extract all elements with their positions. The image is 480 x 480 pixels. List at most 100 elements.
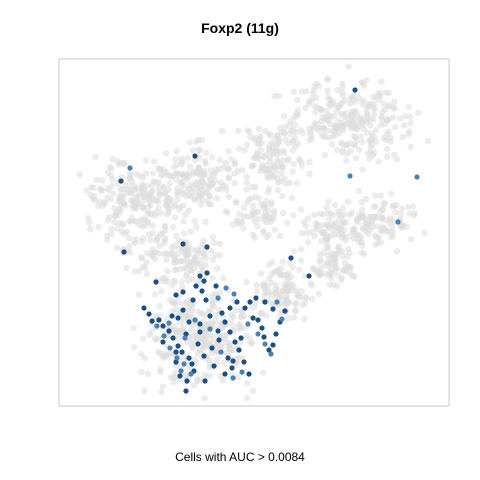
background-cell	[202, 324, 209, 331]
background-cell	[201, 371, 208, 378]
background-cell	[378, 115, 386, 123]
background-cell	[269, 259, 276, 266]
background-cell	[276, 294, 283, 301]
background-cell	[141, 387, 148, 394]
background-cell	[386, 215, 394, 222]
background-cell	[347, 269, 354, 277]
background-cell	[245, 195, 253, 203]
highlighted-cell-point	[239, 369, 245, 375]
background-cell	[244, 380, 251, 387]
background-cell	[138, 238, 145, 245]
highlighted-cell-point	[270, 306, 276, 312]
background-cell	[93, 176, 100, 184]
background-cell	[255, 155, 262, 163]
background-cell	[354, 124, 361, 132]
background-cell	[286, 122, 294, 129]
background-cell	[180, 230, 188, 237]
background-cell	[170, 374, 177, 381]
background-cell	[108, 182, 115, 190]
background-cell	[268, 301, 275, 308]
background-cell	[288, 194, 296, 202]
highlighted-cell-point	[395, 219, 401, 225]
background-cell	[209, 301, 216, 309]
background-cell	[421, 229, 428, 237]
background-cell	[209, 256, 217, 263]
highlighted-cell-point	[238, 335, 244, 341]
highlighted-cell-point	[253, 295, 259, 301]
highlighted-cell-point	[175, 343, 181, 349]
background-cell	[109, 155, 116, 163]
background-cell	[311, 211, 318, 219]
background-cell	[139, 335, 147, 342]
highlighted-cell-point	[259, 325, 265, 331]
background-cell	[180, 218, 187, 225]
background-cell	[339, 84, 346, 92]
background-cell	[265, 185, 272, 192]
background-cell	[224, 209, 231, 216]
background-cell	[169, 223, 177, 231]
highlighted-cell-point	[223, 285, 229, 291]
background-cell	[353, 112, 361, 119]
background-cell	[155, 348, 162, 356]
background-cell	[298, 287, 305, 295]
background-cell	[76, 171, 83, 178]
background-cell	[232, 198, 239, 205]
background-cell	[107, 196, 114, 203]
background-cell	[252, 193, 259, 201]
background-cell	[149, 222, 156, 229]
background-cell	[259, 311, 266, 318]
background-cell	[359, 139, 366, 146]
background-cell	[388, 190, 395, 197]
background-cell	[304, 215, 311, 222]
highlighted-cell-point	[209, 345, 215, 351]
background-cell	[378, 78, 385, 85]
highlighted-cell-point	[118, 178, 124, 184]
background-cell	[95, 224, 102, 231]
background-cell	[143, 270, 151, 278]
background-cell	[325, 216, 333, 223]
background-cell	[163, 256, 170, 263]
background-cell	[126, 243, 133, 250]
background-cell	[261, 284, 268, 291]
highlighted-cell-point	[169, 313, 175, 319]
background-cell	[155, 184, 162, 191]
background-cell	[106, 213, 113, 221]
highlighted-cell-point	[182, 335, 188, 341]
background-cell	[324, 210, 331, 217]
background-cell	[140, 188, 148, 195]
background-cell	[109, 190, 117, 197]
background-cell	[308, 228, 315, 236]
background-cell	[292, 299, 299, 306]
background-cell	[207, 308, 214, 315]
background-cell	[373, 138, 380, 145]
background-cell	[115, 161, 122, 168]
background-cell	[172, 201, 179, 209]
background-cell	[243, 186, 250, 193]
background-cell	[207, 167, 214, 174]
background-cell	[389, 228, 396, 235]
background-cell	[209, 233, 217, 241]
background-cell	[231, 179, 238, 187]
highlighted-cell-point	[141, 305, 147, 311]
background-cell	[194, 260, 201, 267]
background-cell	[308, 131, 315, 139]
background-cell	[361, 250, 368, 257]
background-cell	[266, 275, 273, 282]
background-cell	[339, 248, 346, 255]
background-cell	[108, 225, 115, 233]
background-cell	[293, 110, 300, 118]
highlighted-cell-point	[153, 279, 159, 285]
highlighted-cell-point	[227, 329, 233, 335]
background-cell	[284, 291, 291, 299]
background-cell	[156, 302, 163, 310]
background-cell	[199, 340, 206, 348]
background-cell	[149, 246, 157, 253]
highlighted-cell-point	[192, 153, 198, 159]
background-cell	[260, 229, 267, 236]
background-cell	[317, 238, 325, 245]
background-cell	[370, 104, 378, 111]
background-cell	[193, 252, 200, 259]
background-cell	[171, 278, 179, 286]
highlighted-cell-point	[241, 359, 247, 365]
